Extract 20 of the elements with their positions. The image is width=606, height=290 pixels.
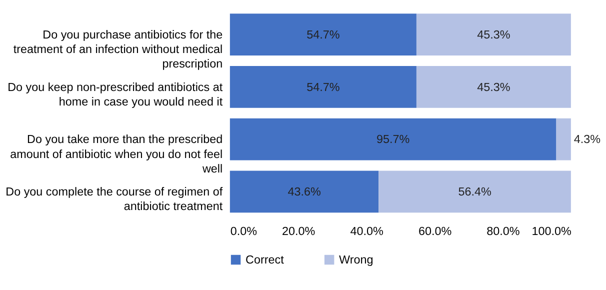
x-tick-label: 20.0% — [282, 224, 316, 238]
data-label: 43.6% — [288, 186, 321, 199]
y-tick-label: Do you complete the course of regimen of antibiotic treatment — [6, 186, 224, 214]
data-label: 45.3% — [477, 28, 510, 42]
data-label: 54.7% — [306, 80, 340, 94]
data-label: 56.4% — [458, 186, 492, 199]
legend-label: Wrong — [339, 254, 374, 267]
data-label: 95.7% — [376, 133, 410, 146]
x-tick-label: 80.0% — [486, 224, 520, 238]
x-tick-label: 40.0% — [350, 224, 384, 238]
x-tick-label: 60.0% — [418, 224, 452, 238]
x-tick-label: 100.0% — [532, 224, 572, 238]
y-tick-label: Do you purchase antibiotics for the treatment of an infection without medical prescription — [13, 28, 223, 71]
x-tick-label: 0.0% — [230, 224, 258, 238]
y-tick-label: Do you take more than the prescribed amount of antibiotic when you do not feel well — [10, 133, 223, 176]
legend-label: Correct — [246, 254, 285, 267]
y-tick-label: Do you keep non-prescribed antibiotics at home in case you would need it — [8, 80, 224, 108]
data-label: 54.7% — [306, 28, 340, 42]
data-label: 4.3% — [574, 133, 600, 146]
data-label: 45.3% — [477, 80, 510, 94]
